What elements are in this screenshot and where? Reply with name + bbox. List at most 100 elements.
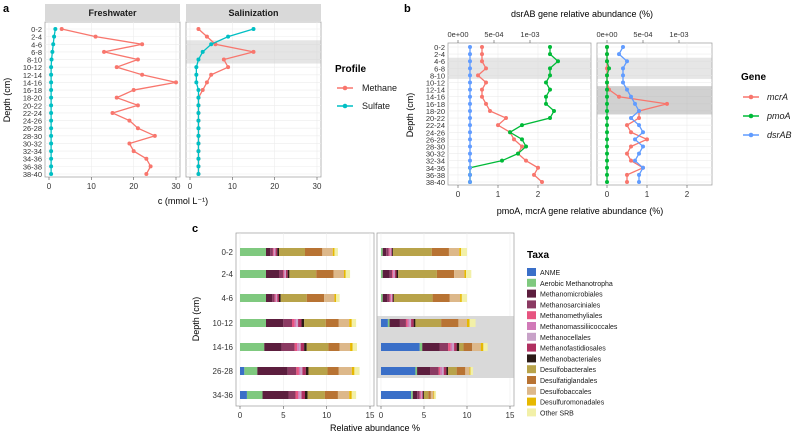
y-tick-label: 24-26	[426, 128, 445, 137]
bar-segment	[469, 319, 476, 327]
data-point-dsrab	[468, 137, 472, 142]
bar-segment	[422, 391, 424, 399]
data-point-mcra	[617, 94, 621, 99]
data-point-sulfate	[194, 65, 199, 70]
legend-swatch	[527, 332, 536, 341]
bar-segment	[338, 367, 352, 375]
legend-label: Aerobic Methanotropha	[540, 281, 613, 288]
data-point-mcra	[480, 94, 484, 99]
bar-segment	[273, 248, 275, 256]
y-tick-label: 0-2	[31, 25, 42, 34]
data-point-dsrab	[468, 108, 472, 113]
data-point-pmoa	[520, 123, 524, 128]
bar-segment	[382, 294, 388, 302]
bar-segment	[460, 248, 467, 256]
x-tick-label: 10	[228, 182, 237, 191]
data-point-dsrab	[625, 59, 629, 64]
data-point-methane	[140, 72, 145, 77]
data-point-methane	[226, 65, 231, 70]
data-point-methane	[59, 27, 64, 31]
bar-segment	[337, 391, 350, 399]
legend-swatch	[527, 386, 536, 395]
data-point-dsrab	[637, 123, 641, 128]
data-point-dsrab	[468, 87, 472, 92]
legend-label: Methanomethyliales	[540, 313, 603, 320]
y-tick-label: 4-6	[31, 40, 42, 49]
legend-label: dsrAB	[767, 130, 792, 140]
legend-label: Methane	[362, 83, 397, 93]
y-tick-label: 12-14	[426, 86, 445, 95]
data-point-mcra	[484, 101, 488, 106]
data-point-dsrab	[468, 172, 472, 177]
bar-segment	[480, 343, 484, 351]
bar-segment	[266, 248, 271, 256]
bar-segment	[301, 391, 305, 399]
bar-segment	[336, 294, 340, 302]
data-point-pmoa	[548, 87, 552, 92]
bar-segment	[266, 319, 284, 327]
data-point-methane	[144, 172, 149, 176]
data-point-sulfate	[49, 57, 54, 62]
data-point-sulfate	[49, 126, 54, 131]
legend-title: Gene	[741, 72, 766, 83]
data-point-sulfate	[196, 110, 201, 115]
bar-segment	[381, 367, 416, 375]
bar-segment	[431, 248, 449, 256]
bar-segment	[316, 270, 334, 278]
legend-label: ANME	[540, 270, 561, 277]
data-point-mcra	[480, 59, 484, 64]
data-point-sulfate	[194, 80, 199, 85]
data-point-dsrab	[629, 94, 633, 99]
bar-segment	[334, 248, 338, 256]
data-point-sulfate	[196, 126, 201, 131]
bar-segment	[464, 270, 467, 278]
data-point-pmoa	[548, 45, 552, 49]
bar-segment	[292, 319, 295, 327]
bar-segment	[283, 270, 285, 278]
data-point-pmoa	[516, 151, 520, 156]
data-point-pmoa	[605, 52, 609, 57]
x-tick-label: 30	[172, 182, 181, 191]
data-point-mcra	[512, 137, 516, 142]
data-point-mcra	[665, 101, 669, 106]
data-point-dsrab	[621, 45, 625, 49]
data-point-methane	[127, 141, 132, 146]
data-point-sulfate	[49, 88, 54, 93]
data-point-pmoa	[605, 101, 609, 106]
data-point-sulfate	[49, 110, 54, 115]
bar-segment	[338, 319, 350, 327]
x-tick-label: 5	[422, 411, 427, 420]
data-point-dsrab	[637, 180, 641, 184]
bar-segment	[270, 248, 273, 256]
bar-segment	[394, 270, 397, 278]
data-point-methane	[204, 34, 209, 39]
bar-segment	[393, 294, 394, 302]
legend-title: Profile	[335, 64, 367, 75]
legend-label: Desulfuromonadales	[540, 400, 605, 407]
bar-segment	[415, 319, 442, 327]
bar-segment	[423, 391, 424, 399]
x-tick-label: 0	[379, 411, 384, 420]
data-point-mcra	[540, 180, 544, 184]
bar-segment	[469, 367, 471, 375]
bar-segment	[351, 367, 355, 375]
data-point-dsrab	[468, 158, 472, 163]
data-point-mcra	[484, 80, 488, 85]
data-point-sulfate	[196, 118, 201, 123]
legend-swatch	[527, 408, 536, 417]
bar-segment	[391, 294, 393, 302]
bar-segment	[324, 391, 338, 399]
y-tick-label: 26-28	[426, 135, 445, 144]
bar-segment	[352, 343, 357, 351]
data-point-methane	[135, 103, 140, 108]
x-tick-label: 10	[87, 182, 96, 191]
x-tick-label: 10	[463, 411, 472, 420]
y-tick-label: 16-18	[426, 100, 445, 109]
legend-label: Sulfate	[362, 101, 390, 111]
data-point-methane	[135, 57, 140, 62]
bar-segment	[262, 391, 289, 399]
bar-segment	[441, 319, 459, 327]
data-point-sulfate	[49, 164, 54, 169]
bar-segment	[381, 270, 383, 278]
bar-segment	[301, 319, 305, 327]
